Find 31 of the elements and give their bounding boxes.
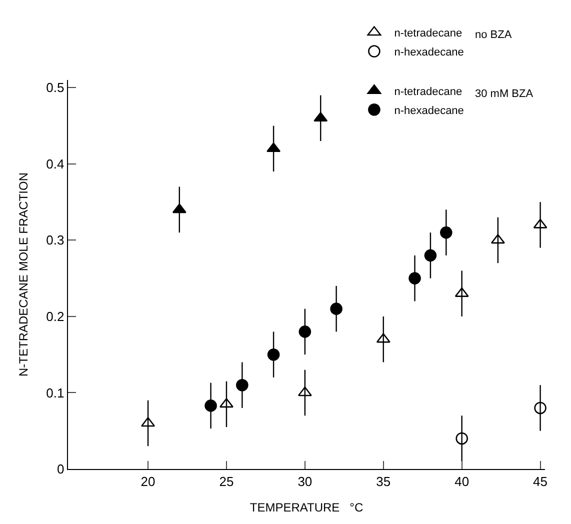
- point: [298, 326, 312, 338]
- y-tick-label: 0.1: [46, 385, 64, 400]
- x-tick-label: 35: [376, 474, 391, 489]
- y-axis-title: N-TETRADECANE MOLE FRACTION: [16, 172, 30, 377]
- point: [424, 249, 437, 262]
- y-tick-label: 0.2: [46, 309, 64, 324]
- point: [534, 402, 546, 414]
- legend-label: n-hexadecane: [394, 46, 464, 59]
- legend-label: n-tetradecane: [394, 28, 462, 40]
- point: [330, 302, 342, 315]
- text: no BZA: [475, 29, 512, 41]
- x-tick-label: 45: [533, 474, 548, 489]
- annotation: 30 mM BZA: [475, 88, 534, 100]
- x-tick-label: 20: [140, 474, 156, 489]
- legend-label: n-tetradecane: [394, 86, 462, 98]
- point: [408, 272, 421, 284]
- point: [204, 400, 217, 412]
- x-axis-title: TEMPERATURE °C: [250, 500, 364, 515]
- point: [267, 348, 280, 361]
- x-tick-label: 25: [219, 474, 234, 489]
- y-tick-label: 0: [57, 462, 64, 477]
- y-tick-label: 0.5: [46, 80, 64, 96]
- point: [314, 112, 328, 122]
- y-tick-label: 0.3: [46, 232, 64, 248]
- point: [440, 226, 452, 239]
- y-tick-label: 0.4: [46, 156, 64, 172]
- point: [456, 432, 468, 445]
- x-tick-label: 30: [298, 474, 312, 489]
- legend-label: n-hexadecane: [394, 104, 464, 117]
- point: [236, 378, 248, 392]
- x-tick-label: 40: [454, 474, 470, 489]
